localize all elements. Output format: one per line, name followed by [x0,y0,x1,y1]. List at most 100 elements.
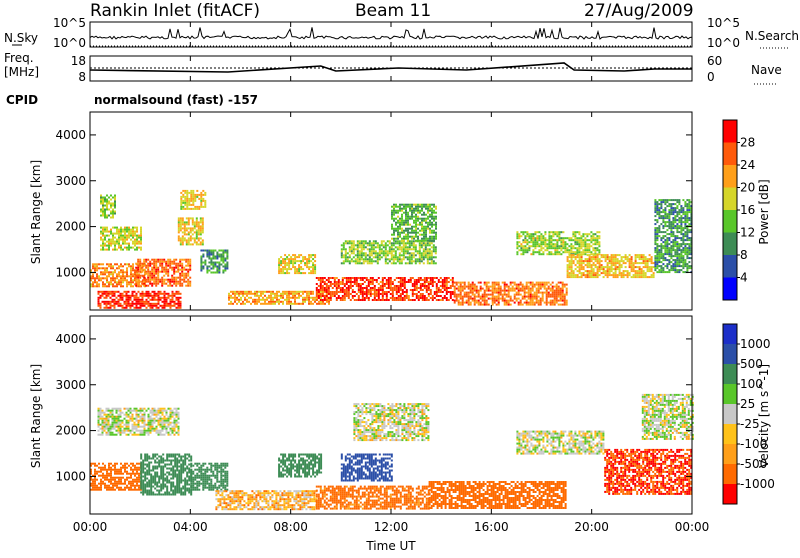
power-cell [579,266,581,268]
power-cell [421,254,423,256]
power-cell [165,271,167,273]
power-cell [532,286,534,288]
power-cell [422,289,424,291]
power-cell [363,262,365,264]
power-cell [581,272,583,274]
power-cell [576,249,578,251]
power-cell [292,262,294,264]
power-cell [184,200,186,202]
power-cell [554,231,556,233]
power-cell [581,260,583,262]
power-cell [660,271,662,273]
power-cell [189,265,191,267]
power-cell [242,301,244,303]
power-cell [548,237,550,239]
power-cell [472,286,474,288]
power-cell [678,255,680,257]
power-cell [512,300,514,302]
power-cell [112,295,114,297]
power-cell [399,256,401,258]
power-cell [429,210,431,212]
power-cell [114,295,116,297]
power-cell [538,282,540,284]
power-cell [666,245,668,247]
power-cell [192,204,194,206]
power-cell [202,227,204,229]
power-cell [246,291,248,293]
power-cell [186,217,188,219]
power-cell [161,279,163,281]
power-cell [592,233,594,235]
power-cell [686,213,688,215]
power-cell [397,242,399,244]
power-cell [540,282,542,284]
power-cell [428,293,430,295]
power-cell [208,256,210,258]
power-cell [393,228,395,230]
power-cell [138,237,140,239]
power-cell [670,245,672,247]
power-cell [666,253,668,255]
power-cell [286,262,288,264]
power-cell [582,239,584,241]
power-cell [128,265,130,267]
power-cell [178,299,180,301]
power-cell [472,294,474,296]
power-cell [558,245,560,247]
power-cell [278,266,280,268]
power-cell [686,205,688,207]
power-cell [597,256,599,258]
power-cell [361,248,363,250]
power-cell [427,262,429,264]
power-cell [670,227,672,229]
power-cell [411,262,413,264]
power-cell [158,301,160,303]
power-cell [393,260,395,262]
power-cell [587,264,589,266]
power-cell [570,247,572,249]
power-cell [152,307,154,309]
power-cell [392,291,394,293]
power-cell [431,236,433,238]
power-cell [580,251,582,253]
power-cell [344,299,346,301]
power-cell [409,256,411,258]
power-cell [361,252,363,254]
power-cell [460,288,462,290]
power-cell [538,253,540,255]
power-cell [405,238,407,240]
power-cell [102,263,104,265]
power-cell [446,293,448,295]
power-cell [666,265,668,267]
power-cell [637,270,639,272]
power-cell [686,255,688,257]
power-cell [356,283,358,285]
power-cell [480,290,482,292]
power-cell [367,258,369,260]
power-cell [448,291,450,293]
power-cell [403,208,405,210]
power-cell [118,235,120,237]
power-cell [110,211,112,213]
power-cell [186,200,188,202]
power-cell [397,258,399,260]
power-cell [593,268,595,270]
power-cell [244,293,246,295]
power-cell [520,300,522,302]
power-cell [336,297,338,299]
power-cell [500,292,502,294]
power-cell [658,253,660,255]
power-cell [118,241,120,243]
power-cell [120,285,122,287]
power-cell [552,239,554,241]
power-cell [688,265,690,267]
power-cell [560,304,562,306]
power-cell [128,229,130,231]
power-cell [202,198,204,200]
power-cell [308,256,310,258]
power-cell [152,305,154,307]
power-cell [662,231,664,233]
power-cell [431,218,433,220]
power-cell [564,247,566,249]
